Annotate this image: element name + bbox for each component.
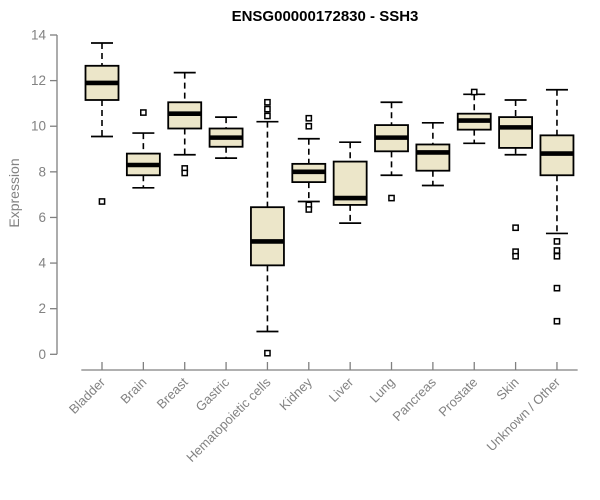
outlier-point	[553, 247, 561, 254]
outlier-point	[553, 284, 561, 292]
outlier-point	[140, 109, 147, 116]
outlier-point	[305, 122, 313, 130]
x-tick-label: Brain	[117, 375, 149, 407]
outlier-point	[553, 317, 561, 325]
outlier-point	[305, 206, 313, 213]
y-tick-label: 6	[38, 210, 46, 225]
outlier-point	[553, 252, 561, 260]
y-tick-label: 0	[38, 347, 46, 362]
chart-title: ENSG00000172830 - SSH3	[231, 8, 419, 25]
boxplot-bladder	[84, 42, 120, 205]
y-axis-label: Expression	[6, 158, 22, 228]
x-tick-label: Lung	[367, 375, 398, 406]
boxplot-prostate	[456, 88, 492, 145]
outlier-point	[388, 194, 395, 202]
boxplot-brain	[125, 109, 161, 189]
y-tick-label: 2	[38, 301, 46, 316]
outlier-point	[181, 169, 189, 177]
x-tick-label: Bladder	[66, 374, 109, 417]
boxplot-gastric	[208, 116, 244, 160]
boxplot-breast	[167, 71, 203, 177]
y-tick-label: 14	[31, 28, 47, 43]
x-tick-label: Liver	[326, 374, 357, 405]
x-tick-label: Gastric	[192, 374, 232, 414]
x-tick-label: Unknown / Other	[483, 374, 563, 454]
iqr-box	[250, 206, 285, 267]
outlier-point	[553, 238, 561, 245]
x-tick-label: Skin	[493, 375, 521, 403]
outlier-point	[98, 198, 106, 205]
boxplot-lung	[374, 101, 409, 202]
outlier-point	[470, 88, 478, 96]
iqr-box	[415, 143, 451, 172]
x-tick-label: Prostate	[436, 375, 481, 420]
outlier-point	[512, 252, 519, 260]
y-tick-label: 12	[31, 73, 46, 88]
boxplot-unknown-other	[539, 88, 575, 325]
y-tick-label: 8	[38, 164, 46, 179]
x-tick-label: Kidney	[276, 374, 315, 413]
boxplot-hematopoietic-cells	[250, 98, 285, 357]
boxplot-kidney	[291, 114, 327, 213]
outlier-point	[512, 224, 519, 232]
y-tick-label: 4	[38, 256, 46, 271]
x-tick-label: Pancreas	[390, 374, 440, 424]
outlier-point	[305, 114, 313, 122]
boxplot-liver	[332, 141, 368, 225]
outlier-point	[264, 112, 271, 120]
y-tick-label: 10	[31, 119, 46, 134]
boxplot-skin	[498, 99, 534, 260]
outlier-point	[264, 349, 271, 357]
outlier-point	[264, 105, 271, 113]
x-tick-label: Breast	[154, 374, 191, 411]
outlier-point	[264, 98, 271, 106]
iqr-box	[498, 116, 534, 149]
boxplot-pancreas	[415, 121, 451, 187]
